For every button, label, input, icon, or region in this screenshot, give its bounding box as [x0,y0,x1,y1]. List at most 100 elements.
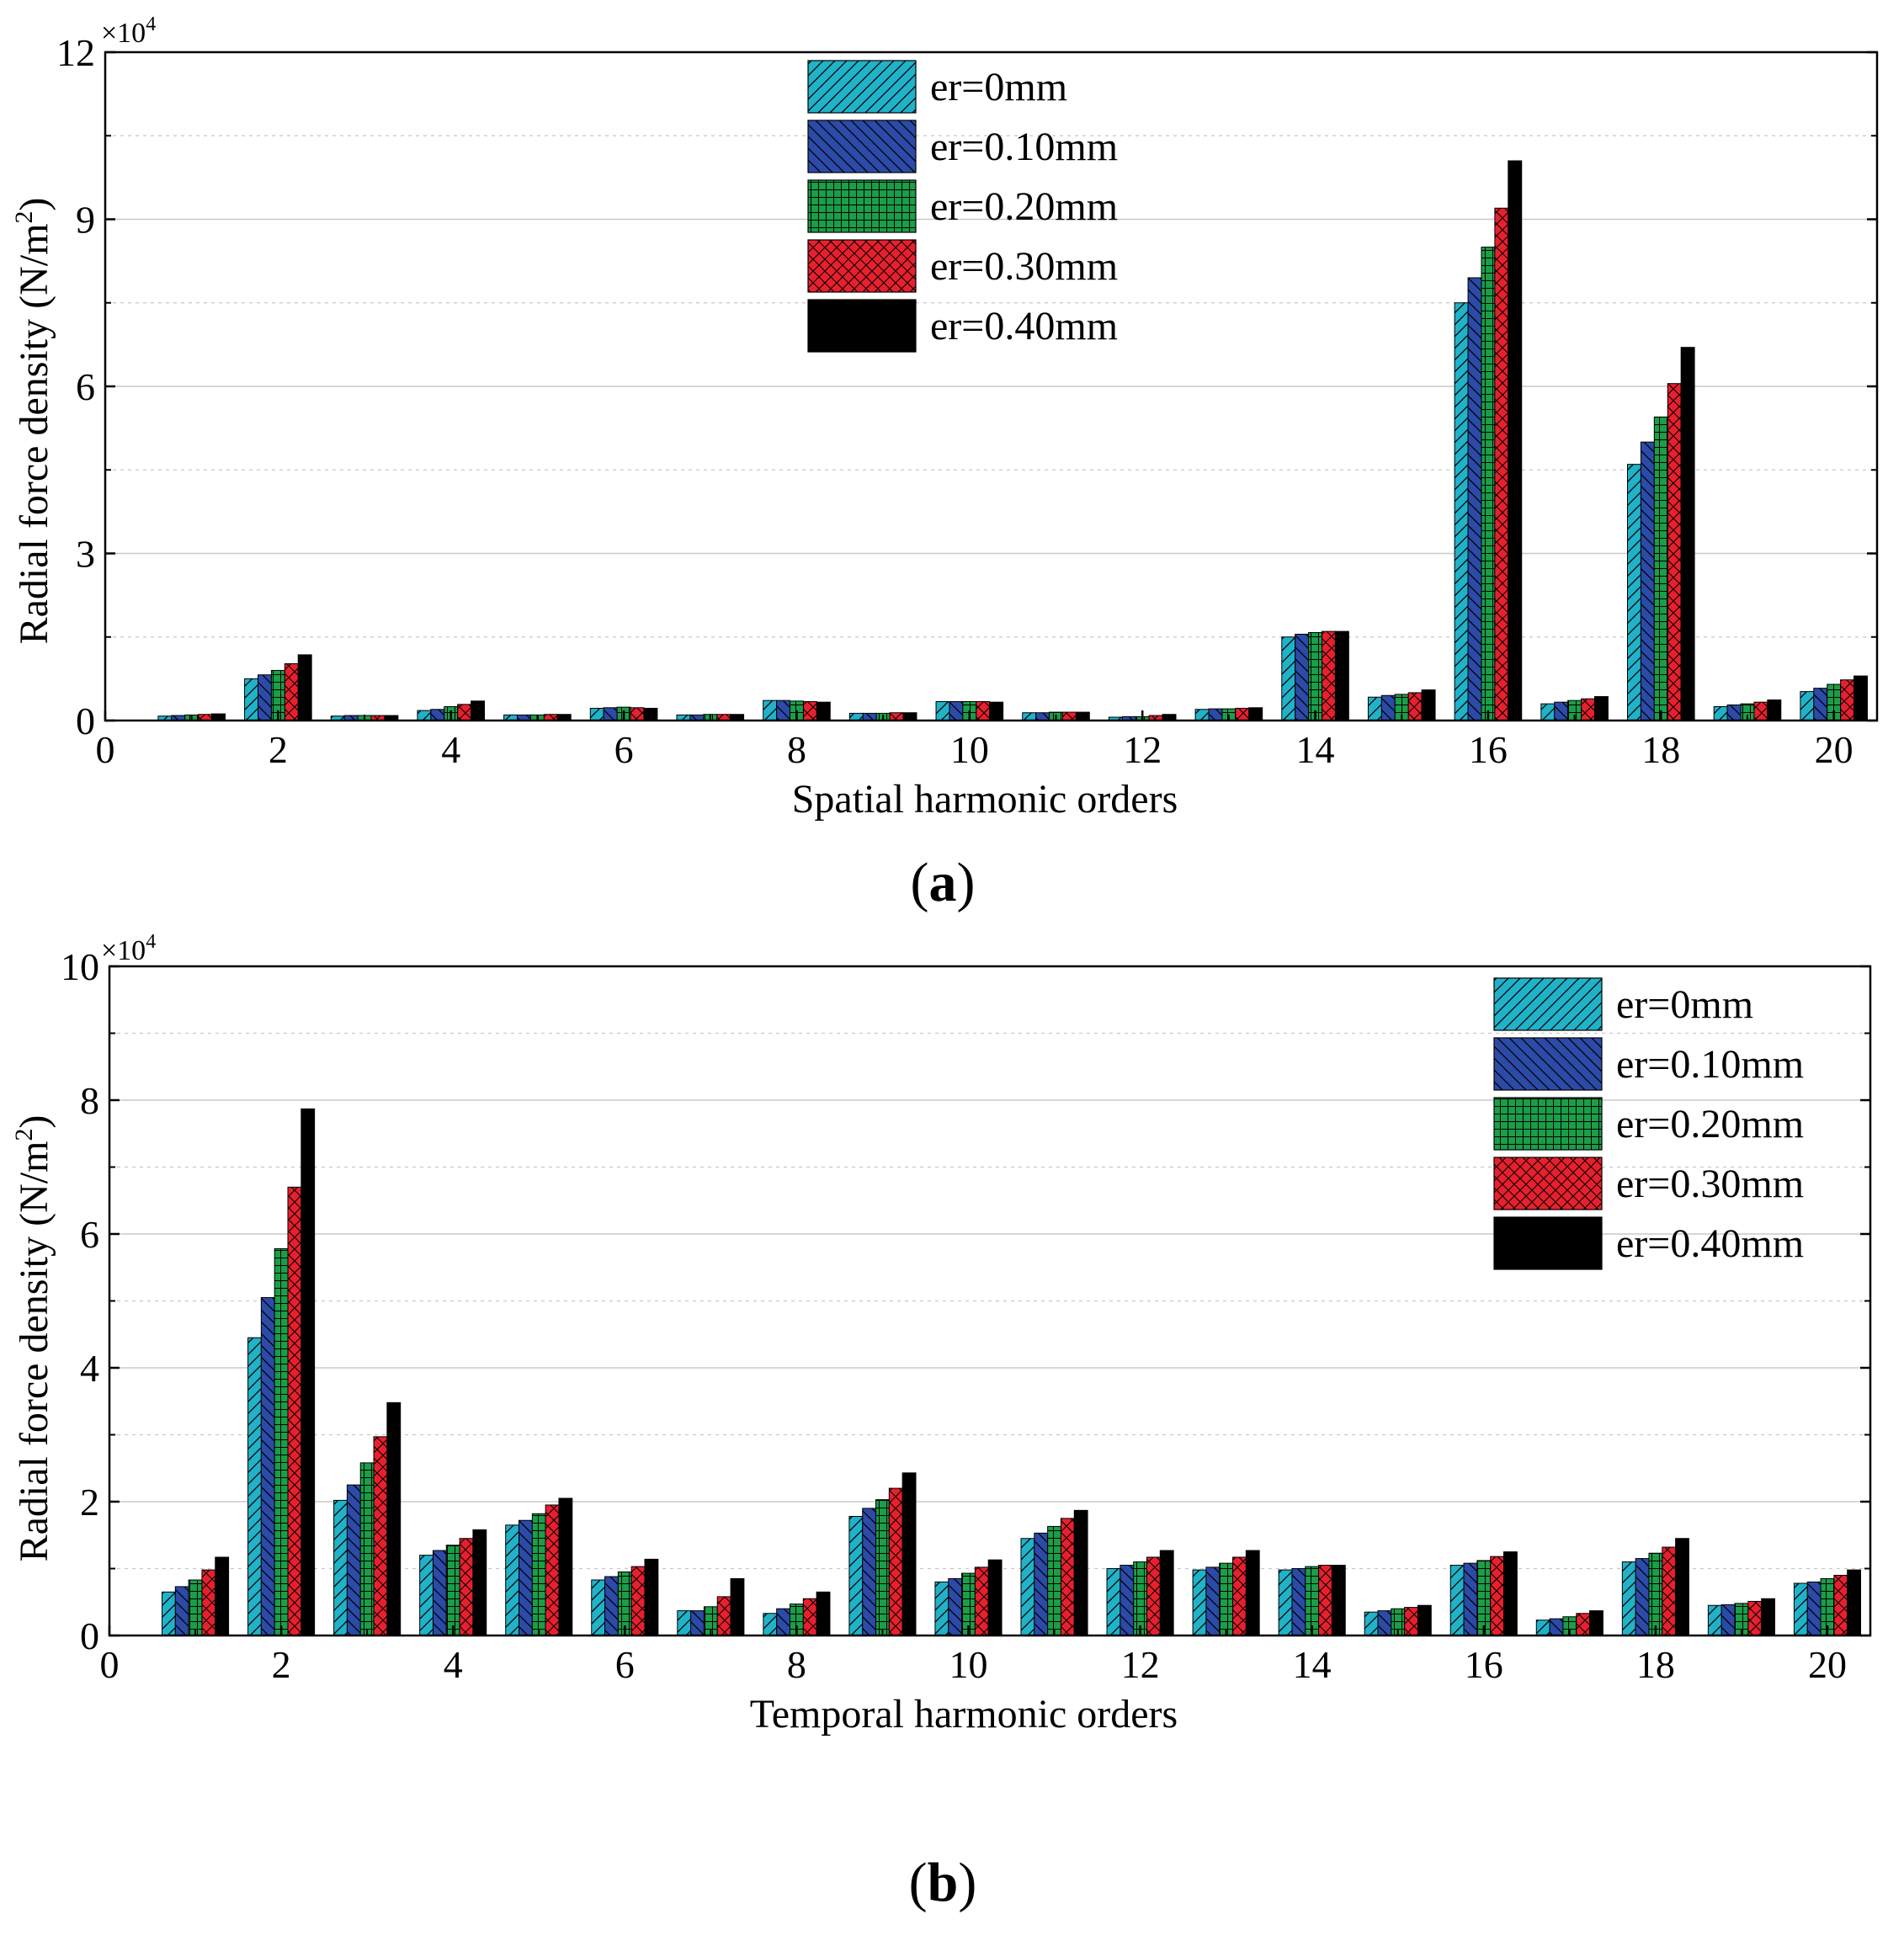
chart-b-bar-h19-s4 [1761,1598,1775,1636]
chart-a-bar-h18-s2 [1653,416,1668,721]
chart-a-bar-h17-s1 [1554,701,1569,721]
chart-b-bar-h13-s4 [1245,1550,1260,1636]
chart-b-bar-h9-s2 [875,1499,890,1636]
chart-b-bar-h19-s1 [1721,1604,1736,1636]
chart-a-x-tick-label: 12 [1123,728,1162,771]
chart-b-legend-label-3: er=0.30mm [1616,1162,1804,1206]
chart-b-bar-h10-s3 [974,1566,989,1636]
chart-a-bar-h14-s4 [1334,630,1349,721]
chart-b-legend-swatch-2 [1493,1097,1603,1151]
chart-b-x-tick-label: 20 [1808,1643,1847,1686]
chart-b-bar-h16-s0 [1449,1565,1465,1636]
chart-b-bar-h17-s0 [1535,1620,1550,1636]
chart-a-y-tick-label: 6 [76,365,95,408]
chart-b-bar-h4-s2 [445,1545,460,1636]
chart-b-x-tick-label: 2 [272,1643,291,1686]
chart-b-bar-h4-s4 [472,1529,487,1636]
panel-label-b: (b) [909,1852,977,1913]
chart-a-bar-h18-s1 [1640,441,1655,721]
chart-b-bar-h5-s3 [545,1504,560,1636]
chart-b-legend-swatch-1 [1493,1037,1603,1091]
chart-b-bar-h19-s3 [1747,1600,1763,1636]
chart-a-bar-h15-s0 [1367,696,1382,721]
chart-a-y-tick-label: 3 [76,533,95,576]
chart-a-bar-h13-s4 [1248,707,1263,721]
chart-b-legend-label-4: er=0.40mm [1616,1221,1804,1266]
chart-b-legend-label-2: er=0.20mm [1616,1102,1804,1146]
chart-b-x-tick-label: 12 [1121,1643,1160,1686]
chart-b-bar-h16-s4 [1503,1551,1518,1636]
chart-b-bar-h18-s4 [1675,1538,1689,1636]
chart-b-bar-h18-s1 [1635,1558,1650,1636]
chart-b-bar-h9-s0 [848,1515,864,1636]
chart-a-bar-h2-s3 [284,663,299,721]
chart-b-bar-h12-s1 [1120,1565,1135,1636]
chart-b-bar-h17-s3 [1576,1613,1591,1636]
chart-b-y-tick-label: 0 [80,1614,99,1657]
chart-a-bar-h19-s4 [1767,699,1782,721]
chart-b-bar-h11-s2 [1047,1525,1061,1636]
chart-b-bar-h9-s1 [862,1508,877,1636]
chart-b-bar-h10-s1 [948,1577,963,1636]
chart-a-bar-h4-s1 [430,709,445,721]
chart-a-bar-h8-s3 [802,701,817,721]
chart-a-ticks: 0 3 6 9 12 0 2 4 6 8 10 12 14 16 18 20 [56,31,1877,771]
chart-a-bar-h10-s0 [935,701,950,721]
chart-a-bar-h17-s0 [1540,703,1556,721]
chart-a-x-tick-label: 10 [950,728,989,771]
chart-a-x-tick-label: 14 [1296,728,1335,771]
chart-a-bar-h14-s1 [1295,633,1310,721]
chart-a-bar-h4-s4 [471,700,486,721]
chart-b-bar-h6-s0 [591,1579,606,1636]
chart-a-bar-h8-s0 [763,699,778,721]
chart-b-bar-h2-s4 [300,1108,316,1636]
chart-b-bar-h18-s0 [1621,1561,1636,1636]
chart-b-bar-h5-s0 [505,1524,520,1636]
chart-a-legend-swatch-3 [807,239,917,293]
chart-b-bar-h5-s1 [519,1519,533,1636]
chart-b-bar-h14-s1 [1291,1568,1306,1636]
chart-a-bar-h13-s1 [1208,708,1223,721]
chart-a-bar-h16-s4 [1508,160,1523,721]
chart-b-bar-h19-s0 [1707,1604,1722,1636]
chart-b-x-tick-label: 14 [1293,1643,1332,1686]
chart-b-bar-h8-s4 [816,1591,831,1636]
chart-a-bar-h4-s0 [417,710,432,721]
chart-b-bar-h14-s3 [1318,1565,1332,1636]
chart-b-bar-h3-s2 [359,1462,375,1636]
chart-b-x-tick-label: 6 [615,1643,635,1686]
chart-a-legend-swatch-1 [807,120,917,173]
chart-b-bar-h14-s0 [1278,1569,1293,1636]
chart-a-bar-h13-s0 [1194,709,1210,721]
chart-b-bar-h4-s0 [419,1555,433,1636]
chart-a-bar-h8-s4 [816,701,831,721]
chart-a-legend: er=0mm er=0.10mm er=0.20mm er=0.30mm er=0.40… [807,60,1118,353]
chart-b-bars [162,1108,1862,1636]
chart-b-y-tick-label: 4 [80,1347,99,1390]
chart-a-legend-label-2: er=0.20mm [930,184,1118,229]
chart-a-y-tick-label: 12 [56,31,95,74]
chart-b-bar-h14-s2 [1305,1566,1320,1636]
chart-b-y-tick-label: 2 [80,1481,99,1524]
chart-b-bar-h1-s3 [201,1569,216,1636]
chart-b-bar-h4-s3 [459,1538,474,1636]
chart-a-legend-label-4: er=0.40mm [930,304,1118,348]
chart-b-x-tick-label: 0 [100,1643,120,1686]
chart-b-bar-h6-s1 [604,1576,619,1636]
chart-b-bar-h2-s3 [287,1186,302,1636]
chart-b-bar-h20-s4 [1847,1569,1862,1636]
chart-b-bar-h20-s0 [1793,1582,1808,1636]
chart-b-bar-h10-s0 [934,1581,949,1636]
chart-b-bar-h12-s3 [1146,1556,1161,1636]
chart-b-bar-h9-s4 [901,1472,917,1636]
chart-b-bar-h15-s1 [1377,1610,1392,1636]
chart-b-bar-h1-s0 [162,1591,176,1636]
chart-b-y-tick-label: 8 [80,1079,99,1122]
chart-a-bar-h11-s4 [1075,711,1090,721]
chart-a-bar-h15-s4 [1421,689,1436,721]
chart-b-bar-h3-s3 [373,1436,388,1636]
chart-a-y-tick-label: 9 [76,199,95,242]
chart-b-x-axis-title: Temporal harmonic orders [750,1692,1178,1737]
chart-a-bar-h9-s4 [902,712,917,721]
